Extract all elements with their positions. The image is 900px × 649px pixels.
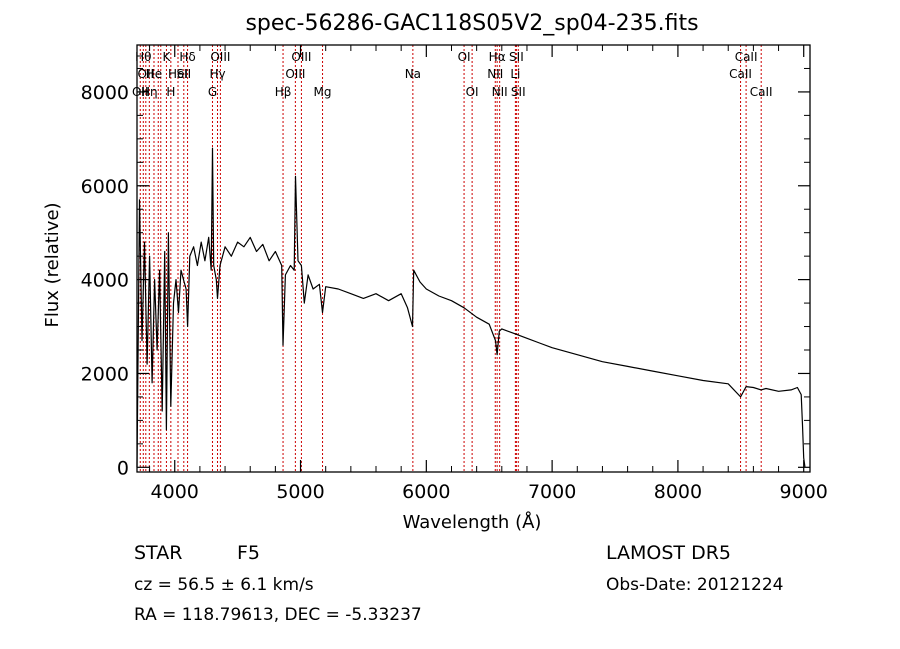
line-label-10: SII	[176, 67, 191, 81]
line-label-13: Hγ	[209, 67, 225, 81]
line-label-14: OIII	[210, 50, 230, 64]
y-tick-label-1: 2000	[81, 363, 129, 385]
x-axis-ticks: 4000 5000 6000 7000 8000 9000	[149, 45, 828, 503]
line-label-9: HeI	[168, 67, 188, 81]
line-label-8: H	[166, 85, 175, 99]
y-tick-label-2: 4000	[81, 270, 129, 292]
survey-name: LAMOST DR5	[606, 542, 731, 564]
y-tick-label-0: 0	[117, 457, 129, 479]
y-tick-label-3: 6000	[81, 176, 129, 198]
redshift-value: cz = 56.5 ± 6.1 km/s	[134, 575, 314, 595]
x-tick-label-4: 8000	[654, 481, 702, 503]
line-label-21: OI	[466, 85, 479, 99]
line-label-26: SII	[509, 50, 524, 64]
line-label-3: Hη	[141, 85, 158, 99]
coordinates: RA = 118.79613, DEC = -5.33237	[134, 605, 422, 625]
x-tick-label-0: 4000	[151, 481, 199, 503]
line-label-12: G	[208, 85, 217, 99]
line-label-11: Hδ	[179, 50, 195, 64]
y-axis-label: Flux (relative)	[42, 202, 63, 327]
line-label-16: OIII	[285, 67, 305, 81]
object-subclass: F5	[237, 542, 260, 564]
x-axis-label: Wavelength (Å)	[403, 511, 542, 533]
y-tick-label-4: 8000	[81, 82, 129, 104]
line-label-20: OI	[458, 50, 471, 64]
line-label-30: CaII	[750, 85, 773, 99]
x-tick-label-1: 5000	[276, 481, 324, 503]
line-label-15: Hβ	[275, 85, 292, 99]
spectral-line-markers	[139, 45, 762, 472]
line-label-4: He	[146, 67, 162, 81]
line-label-17: OIII	[291, 50, 311, 64]
x-tick-label-2: 6000	[402, 481, 450, 503]
x-tick-label-3: 7000	[528, 481, 576, 503]
line-label-27: SII	[511, 85, 526, 99]
line-label-22: NII	[487, 67, 503, 81]
line-label-29: CaII	[735, 50, 758, 64]
line-label-1: Hθ	[135, 50, 151, 64]
spectrum-series-line	[136, 147, 806, 468]
object-class: STAR	[134, 542, 182, 564]
line-label-28: CaII	[729, 67, 752, 81]
line-label-24: NII	[492, 85, 508, 99]
x-tick-label-5: 9000	[780, 481, 828, 503]
line-label-2: OII	[138, 67, 155, 81]
line-label-25: Li	[510, 67, 520, 81]
spectral-line-labels: OIIHθOIIHηHeKHHeISIIHδGHγOIIIHβOIIIOIIIM…	[132, 50, 773, 99]
line-label-7: K	[162, 50, 171, 64]
line-label-23: Hα	[489, 50, 506, 64]
line-label-19: Na	[405, 67, 421, 81]
line-label-18: Mg	[314, 85, 332, 99]
y-axis-ticks: 0 2000 4000 6000 8000	[81, 67, 810, 479]
observation-date: Obs-Date: 20121224	[606, 575, 783, 595]
plot-frame	[136, 44, 811, 473]
chart-title: spec-56286-GAC118S05V2_sp04-235.fits	[245, 11, 698, 36]
